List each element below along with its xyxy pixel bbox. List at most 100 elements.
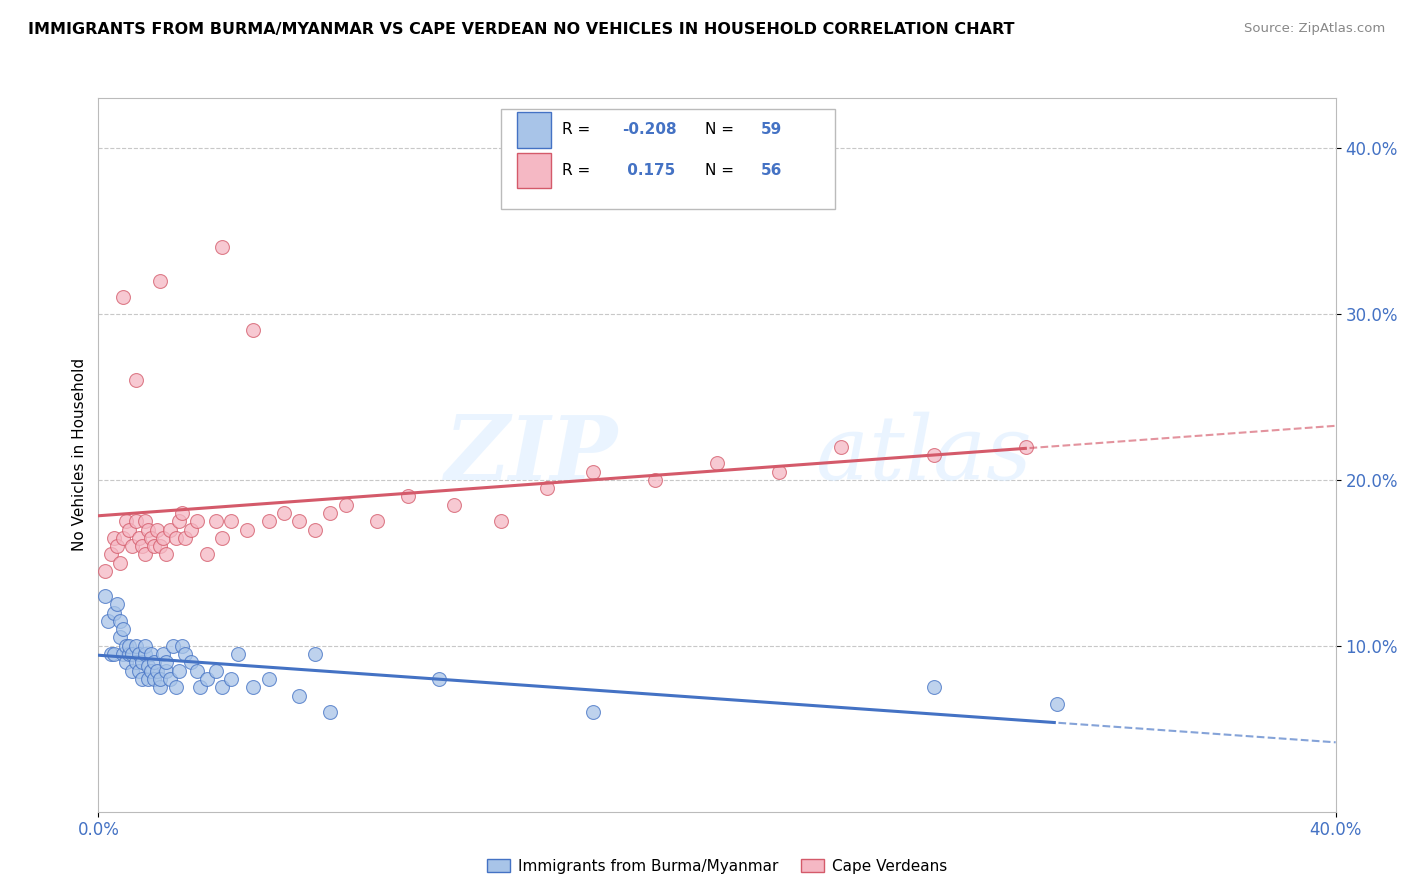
Point — [100, 548, 122, 562]
Point — [195, 672, 218, 686]
Point — [108, 556, 131, 570]
Point — [105, 597, 128, 611]
Point — [180, 656, 202, 670]
Point — [118, 647, 141, 661]
Point — [221, 514, 243, 528]
Point — [288, 514, 311, 528]
Point — [149, 672, 172, 686]
Point — [149, 274, 172, 288]
Point — [536, 481, 558, 495]
Point — [124, 656, 146, 670]
Point — [139, 531, 162, 545]
Point — [170, 639, 193, 653]
Point — [242, 323, 264, 337]
Point — [112, 647, 135, 661]
Point — [115, 656, 138, 670]
Point — [582, 465, 605, 479]
Point — [97, 614, 120, 628]
Y-axis label: No Vehicles in Household: No Vehicles in Household — [72, 359, 87, 551]
Point — [335, 498, 357, 512]
Point — [143, 672, 166, 686]
Point — [136, 523, 159, 537]
Point — [124, 514, 146, 528]
Point — [830, 440, 852, 454]
FancyBboxPatch shape — [516, 112, 551, 148]
Point — [105, 539, 128, 553]
Text: R =: R = — [562, 163, 596, 178]
Point — [167, 664, 190, 678]
Point — [257, 514, 280, 528]
Point — [1046, 697, 1069, 711]
Point — [118, 639, 141, 653]
Text: R =: R = — [562, 122, 596, 137]
Point — [121, 647, 143, 661]
Point — [273, 506, 295, 520]
Legend: Immigrants from Burma/Myanmar, Cape Verdeans: Immigrants from Burma/Myanmar, Cape Verd… — [481, 853, 953, 880]
Point — [165, 531, 187, 545]
Point — [103, 647, 125, 661]
Text: 56: 56 — [761, 163, 782, 178]
Point — [108, 631, 131, 645]
Point — [136, 658, 159, 673]
Point — [922, 680, 945, 694]
Point — [155, 656, 177, 670]
Point — [146, 664, 169, 678]
Point — [167, 514, 190, 528]
Point — [149, 539, 172, 553]
Point — [131, 539, 153, 553]
Point — [174, 647, 197, 661]
Point — [186, 664, 208, 678]
Point — [396, 490, 419, 504]
Point — [180, 523, 202, 537]
Point — [118, 523, 141, 537]
Point — [366, 514, 388, 528]
Point — [143, 656, 166, 670]
Text: -0.208: -0.208 — [621, 122, 676, 137]
Point — [93, 564, 115, 578]
Point — [582, 705, 605, 719]
Point — [768, 465, 790, 479]
Point — [134, 647, 156, 661]
Point — [236, 523, 259, 537]
Point — [108, 614, 131, 628]
Point — [174, 531, 197, 545]
FancyBboxPatch shape — [516, 153, 551, 188]
Point — [155, 548, 177, 562]
Point — [162, 639, 184, 653]
Point — [149, 680, 172, 694]
Point — [139, 664, 162, 678]
Point — [128, 664, 150, 678]
Point — [226, 647, 249, 661]
Point — [124, 639, 146, 653]
Point — [319, 705, 342, 719]
Point — [136, 672, 159, 686]
Point — [288, 689, 311, 703]
Point — [100, 647, 122, 661]
Text: ZIP: ZIP — [444, 412, 619, 498]
Text: 59: 59 — [761, 122, 782, 137]
Text: N =: N = — [704, 122, 738, 137]
Text: 0.175: 0.175 — [621, 163, 675, 178]
Point — [146, 523, 169, 537]
Point — [304, 523, 326, 537]
Point — [319, 506, 342, 520]
Point — [242, 680, 264, 694]
Point — [489, 514, 512, 528]
Point — [165, 680, 187, 694]
Point — [124, 373, 146, 387]
Point — [922, 448, 945, 462]
Text: IMMIGRANTS FROM BURMA/MYANMAR VS CAPE VERDEAN NO VEHICLES IN HOUSEHOLD CORRELATI: IMMIGRANTS FROM BURMA/MYANMAR VS CAPE VE… — [28, 22, 1015, 37]
Point — [195, 548, 218, 562]
Point — [134, 514, 156, 528]
Point — [112, 622, 135, 636]
Point — [103, 531, 125, 545]
Point — [152, 647, 174, 661]
Text: Source: ZipAtlas.com: Source: ZipAtlas.com — [1244, 22, 1385, 36]
Point — [205, 514, 228, 528]
Point — [427, 672, 450, 686]
Point — [211, 680, 233, 694]
Point — [644, 473, 666, 487]
Point — [706, 456, 728, 470]
Point — [186, 514, 208, 528]
Point — [112, 531, 135, 545]
